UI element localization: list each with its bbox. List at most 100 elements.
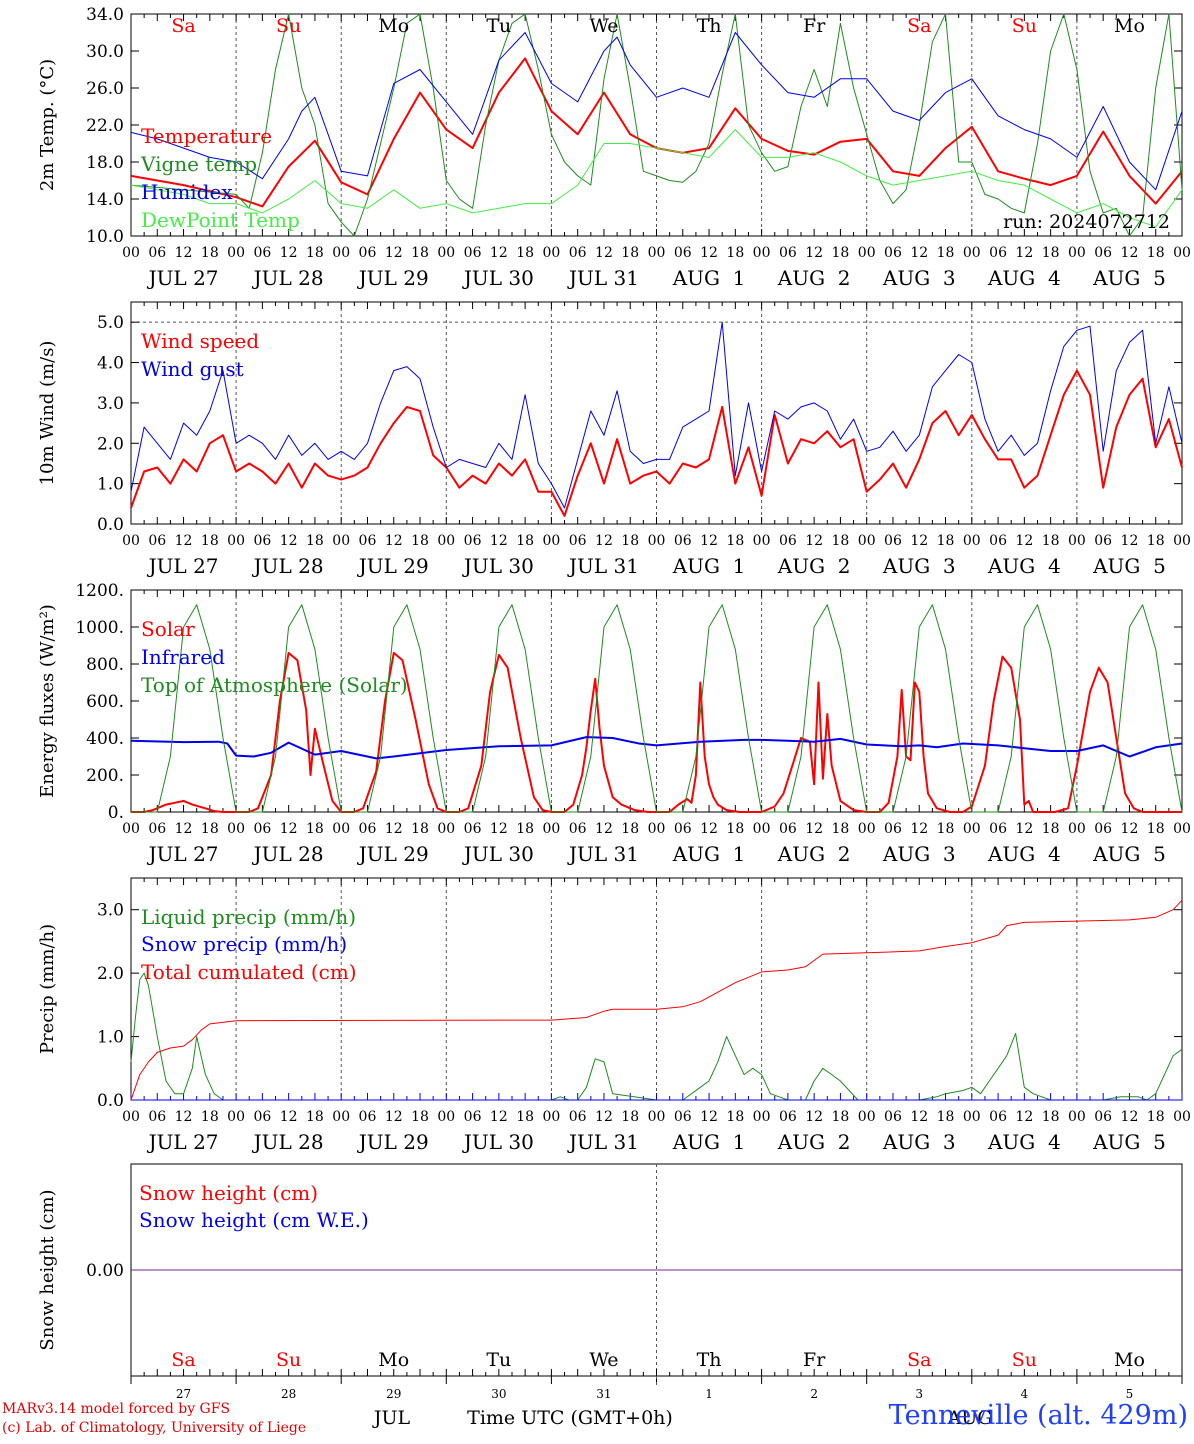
- hour-tick-label: 00: [437, 821, 455, 837]
- hour-tick-label: 18: [1147, 533, 1165, 549]
- hour-tick-label: 18: [832, 1109, 850, 1125]
- hour-tick-label: 06: [779, 245, 797, 261]
- hour-tick-label: 12: [280, 245, 298, 261]
- hour-tick-label: 12: [490, 533, 508, 549]
- hour-tick-label: 18: [937, 245, 955, 261]
- day-number: 2: [810, 1387, 818, 1401]
- legend-entry: Snow height (cm): [139, 1181, 318, 1205]
- credits: MARv3.14 model forced by GFS (c) Lab. of…: [2, 1400, 306, 1438]
- legend-entry: Total cumulated (cm): [141, 960, 357, 984]
- day-number: 3: [915, 1387, 923, 1401]
- hour-tick-label: 12: [805, 245, 823, 261]
- run-label: run: 2024072712: [1003, 211, 1170, 233]
- hour-tick-label: 00: [332, 245, 350, 261]
- hour-tick-label: 00: [753, 533, 771, 549]
- hour-tick-label: 00: [1173, 821, 1191, 837]
- hour-tick-label: 18: [726, 821, 744, 837]
- date-label: AUG 4: [987, 266, 1061, 290]
- y-tick-label: 400.: [86, 729, 124, 749]
- date-label: JUL 29: [357, 1130, 429, 1154]
- weekday-label: Su: [1012, 1349, 1037, 1371]
- hour-tick-label: 00: [332, 1109, 350, 1125]
- series-line-humidex: [130, 32, 1183, 191]
- day-number: 5: [1126, 1387, 1134, 1401]
- hour-tick-label: 12: [910, 245, 928, 261]
- date-label: JUL 30: [462, 842, 534, 866]
- hour-tick-label: 00: [648, 533, 666, 549]
- date-label: JUL 27: [147, 554, 219, 578]
- hour-tick-label: 12: [280, 533, 298, 549]
- hour-tick-label: 12: [1121, 533, 1139, 549]
- weekday-label: Mo: [1114, 1349, 1145, 1371]
- date-label: AUG 5: [1092, 1130, 1166, 1154]
- hour-tick-label: 06: [253, 1109, 271, 1125]
- hour-tick-label: 06: [1094, 1109, 1112, 1125]
- y-tick-label: 1.0: [97, 1028, 124, 1048]
- date-label: JUL 30: [462, 266, 534, 290]
- date-label: AUG 3: [882, 1130, 956, 1154]
- hour-tick-label: 06: [359, 821, 377, 837]
- hour-tick-label: 12: [910, 533, 928, 549]
- legend-entry: Wind speed: [141, 329, 259, 353]
- y-tick-label: 0.00: [86, 1261, 124, 1281]
- hour-tick-label: 06: [989, 1109, 1007, 1125]
- hour-tick-label: 12: [280, 821, 298, 837]
- hour-tick-label: 06: [569, 245, 587, 261]
- y-tick-label: 3.0: [97, 901, 124, 921]
- hour-tick-label: 06: [674, 1109, 692, 1125]
- panel-5: 0.00 Snow height (cm) Snow height (cm) Snow…: [37, 1163, 1183, 1429]
- hour-tick-label: 00: [542, 821, 560, 837]
- hour-tick-label: 00: [1068, 821, 1086, 837]
- hour-tick-label: 12: [595, 1109, 613, 1125]
- day-number: 29: [386, 1387, 401, 1401]
- hour-tick-label: 12: [805, 821, 823, 837]
- hour-tick-label: 00: [332, 821, 350, 837]
- hour-tick-label: 00: [227, 821, 245, 837]
- hour-tick-label: 00: [648, 245, 666, 261]
- hour-tick-label: 18: [516, 1109, 534, 1125]
- legend-entry: Infrared: [141, 645, 225, 669]
- hour-tick-label: 12: [385, 533, 403, 549]
- hour-tick-label: 06: [464, 533, 482, 549]
- hour-tick-label: 12: [1015, 533, 1033, 549]
- hour-tick-label: 00: [437, 1109, 455, 1125]
- panel-1: 10.0 14.0 18.0 22.0 26.0 30.0 34.0 2m Temp. (°C…: [37, 5, 1191, 290]
- hour-tick-label: 18: [1147, 1109, 1165, 1125]
- weekday-label: Su: [1012, 15, 1037, 37]
- hour-tick-label: 06: [884, 821, 902, 837]
- hour-tick-label: 18: [411, 821, 429, 837]
- hour-tick-label: 12: [175, 1109, 193, 1125]
- hour-tick-label: 06: [148, 533, 166, 549]
- legend-entry: Liquid precip (mm/h): [141, 905, 356, 929]
- y-tick-label: 1.0: [97, 475, 124, 495]
- date-label: JUL 30: [462, 554, 534, 578]
- hour-tick-label: 12: [1015, 1109, 1033, 1125]
- hour-tick-label: 12: [490, 821, 508, 837]
- hour-tick-label: 00: [122, 533, 140, 549]
- hour-tick-label: 06: [464, 821, 482, 837]
- date-label: AUG 1: [672, 266, 746, 290]
- y-tick-label: 18.0: [86, 153, 124, 173]
- hour-tick-label: 18: [306, 533, 324, 549]
- hour-tick-label: 18: [726, 1109, 744, 1125]
- hour-tick-label: 00: [542, 533, 560, 549]
- legend-entry: Vigne temp: [140, 152, 257, 176]
- hour-tick-label: 18: [621, 821, 639, 837]
- series-line-top-of-atmosphere-solar: [131, 604, 1183, 813]
- date-label: JUL 31: [567, 554, 639, 578]
- series-line-solar: [131, 651, 1182, 813]
- hour-tick-label: 18: [201, 533, 219, 549]
- hour-tick-label: 18: [411, 1109, 429, 1125]
- y-tick-label: 22.0: [86, 116, 124, 136]
- hour-tick-label: 18: [411, 245, 429, 261]
- hour-tick-label: 18: [621, 245, 639, 261]
- hour-tick-label: 00: [963, 1109, 981, 1125]
- hour-tick-label: 00: [1173, 1109, 1191, 1125]
- date-label: AUG 2: [777, 554, 851, 578]
- hour-tick-label: 06: [569, 821, 587, 837]
- hour-tick-label: 18: [306, 245, 324, 261]
- weekday-label: Tu: [486, 15, 511, 37]
- weekday-label: Fr: [803, 1349, 826, 1371]
- hour-tick-label: 06: [148, 1109, 166, 1125]
